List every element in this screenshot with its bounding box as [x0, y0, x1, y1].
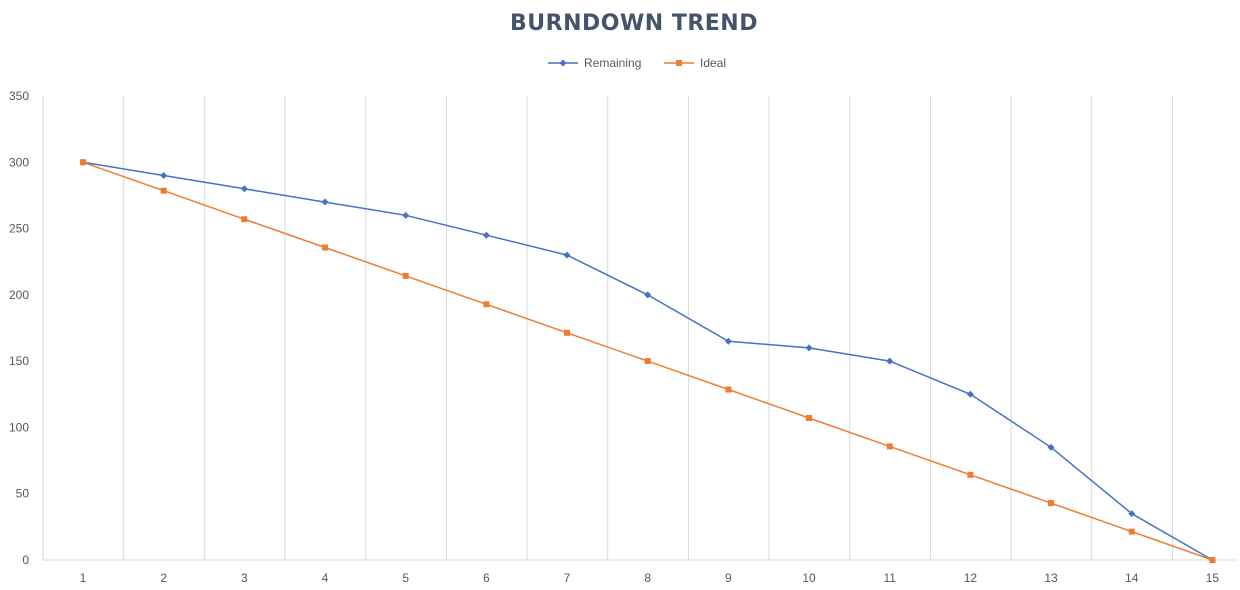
data-point-ideal	[322, 244, 328, 251]
data-point-ideal	[402, 272, 409, 279]
x-tick-label: 5	[402, 571, 409, 585]
legend-label: Ideal	[700, 56, 726, 70]
x-tick-label: 14	[1125, 571, 1139, 585]
data-point-ideal	[1048, 500, 1054, 507]
data-point-remaining	[1128, 510, 1136, 518]
x-tick-label: 6	[483, 571, 490, 585]
data-point-ideal	[483, 301, 490, 308]
data-point-remaining	[563, 251, 571, 259]
y-tick-label: 200	[9, 288, 29, 302]
y-tick-label: 50	[16, 487, 30, 501]
x-tick-label: 4	[322, 571, 329, 585]
legend-swatch-marker	[676, 60, 682, 66]
x-tick-label: 9	[725, 571, 732, 585]
legend-item-ideal: Ideal	[664, 56, 726, 70]
x-tick-label: 7	[564, 571, 571, 585]
data-point-ideal	[886, 443, 893, 450]
x-tick-label: 10	[802, 571, 816, 585]
x-tick-label: 13	[1044, 571, 1058, 585]
series-ideal	[80, 159, 1216, 563]
data-point-ideal	[725, 386, 732, 393]
x-tick-label: 15	[1206, 571, 1220, 585]
chart-title: BURNDOWN TREND	[510, 11, 758, 36]
x-tick-label: 1	[80, 571, 87, 585]
data-point-remaining	[160, 172, 168, 180]
data-point-ideal	[160, 187, 167, 194]
x-tick-label: 8	[644, 571, 651, 585]
x-tick-label: 2	[160, 571, 167, 585]
data-point-remaining	[966, 390, 974, 398]
data-point-ideal	[1209, 557, 1216, 563]
x-tick-label: 12	[964, 571, 978, 585]
data-point-remaining	[1047, 443, 1055, 451]
legend: Remaining Ideal	[548, 56, 726, 70]
data-point-remaining	[240, 185, 248, 193]
data-point-ideal	[80, 159, 86, 166]
data-point-remaining	[886, 357, 894, 365]
series-remaining	[79, 158, 1216, 564]
data-point-remaining	[321, 198, 329, 206]
y-tick-label: 150	[9, 354, 29, 368]
x-axis: 1 2 3 4 5 6 7 8 9 10 11 12 13 14 15	[80, 571, 1220, 585]
data-point-ideal	[967, 471, 974, 478]
x-tick-label: 11	[883, 571, 896, 585]
legend-swatch-marker	[559, 59, 567, 67]
y-tick-label: 250	[9, 222, 29, 236]
data-point-remaining	[724, 337, 732, 345]
data-point-remaining	[805, 344, 813, 352]
gridlines	[42, 96, 1236, 561]
data-point-ideal	[1128, 528, 1135, 535]
data-point-ideal	[806, 415, 812, 421]
data-point-remaining	[644, 291, 652, 299]
y-tick-label: 0	[22, 553, 29, 567]
x-tick-label: 3	[241, 571, 248, 585]
data-point-ideal	[241, 216, 248, 223]
legend-label: Remaining	[584, 56, 641, 70]
y-tick-label: 300	[9, 155, 29, 169]
y-tick-label: 100	[9, 420, 29, 434]
y-tick-label: 350	[9, 89, 29, 103]
data-point-remaining	[402, 211, 410, 219]
data-point-remaining	[482, 231, 490, 239]
data-point-ideal	[644, 358, 651, 365]
legend-item-remaining: Remaining	[548, 56, 641, 70]
series-layer	[79, 158, 1216, 564]
y-axis: 0 50 100 150 200 250 300 350	[9, 89, 29, 567]
data-point-ideal	[564, 329, 570, 336]
